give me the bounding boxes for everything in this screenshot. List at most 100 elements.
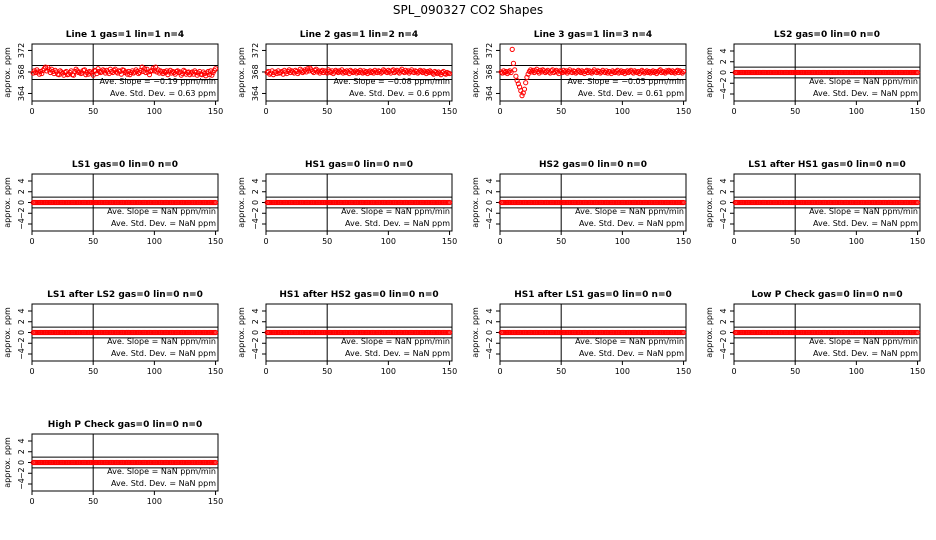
slope-unit: ppm/min [414,337,450,346]
slope-annotation: Ave. Slope = NaN ppm/min [107,337,216,346]
std-dev-value: NaN [413,219,430,228]
slope-unit: ppm/min [648,77,684,86]
y-axis-label: approx. ppm [3,177,12,228]
x-tick-label: 0 [497,237,502,246]
panel-title: Line 2 gas=1 lin=2 n=4 [300,30,418,40]
y-tick-label: −2 [485,337,494,349]
x-tick-label: 150 [910,107,925,116]
data-point [552,68,558,75]
y-tick-label: −2 [251,337,260,349]
y-tick-label: −2 [17,467,26,479]
y-axis-label: approx. ppm [705,47,714,98]
data-point [515,81,521,87]
y-axis-label: approx. ppm [3,47,12,98]
data-point [212,66,219,72]
slope-unit: ppm/min [180,337,216,346]
x-tick-label: 150 [442,367,457,376]
x-tick-label: 100 [147,367,162,376]
x-tick-label: 0 [29,497,34,506]
y-tick-label: 0 [251,330,260,335]
data-point [186,69,192,75]
std-dev-label: Ave. Std. Dev. = [813,219,878,228]
y-tick-label: 364 [17,86,26,101]
slope-value: NaN [161,207,178,216]
x-tick-label: 150 [208,107,223,116]
slope-label: Ave. Slope = [567,77,618,86]
slope-label: Ave. Slope = [341,337,392,346]
x-tick-label: 50 [88,367,98,376]
slope-unit: ppm/min [882,207,918,216]
std-dev-annotation: Ave. Std. Dev. = NaN ppm [111,479,216,488]
y-tick-label: −2 [719,337,728,349]
std-dev-value: 0.6 [417,89,430,98]
y-tick-label: 4 [719,178,728,183]
x-tick-label: 100 [147,107,162,116]
x-tick-label: 100 [381,107,396,116]
slope-unit: ppm/min [414,77,450,86]
y-tick-label: 0 [17,330,26,335]
y-tick-label: 0 [251,200,260,205]
slope-value: NaN [395,337,412,346]
chart-panel: LS1 gas=0 lin=0 n=0 approx. ppm 0 50 100 150 −… [3,160,223,246]
slope-unit: ppm/min [180,77,216,86]
x-tick-label: 150 [676,237,691,246]
slope-annotation: Ave. Slope = NaN ppm/min [107,207,216,216]
x-tick-label: 150 [676,367,691,376]
y-tick-label: 2 [719,189,728,194]
x-tick-label: 50 [790,367,800,376]
x-tick-label: 50 [322,237,332,246]
data-point [680,199,687,206]
data-point [36,71,42,77]
slope-annotation: Ave. Slope = −0.08 ppm/min [333,77,450,86]
data-point [446,329,453,336]
chart-panel: HS2 gas=0 lin=0 n=0 approx. ppm 0 50 100 150 −… [471,160,691,246]
y-tick-label: 0 [719,200,728,205]
plot-frame [265,43,453,102]
y-axis-label: approx. ppm [471,177,480,228]
x-tick-label: 50 [790,107,800,116]
y-tick-label: 368 [485,64,494,79]
std-dev-unit: ppm [432,349,450,358]
std-dev-label: Ave. Std. Dev. = [579,219,644,228]
slope-annotation: Ave. Slope = NaN ppm/min [809,337,918,346]
x-tick-label: 150 [442,237,457,246]
x-tick-label: 50 [556,367,566,376]
y-tick-label: 0 [17,200,26,205]
x-tick-label: 0 [497,107,502,116]
panel-title: HS1 after HS2 gas=0 lin=0 n=0 [279,290,438,300]
data-point [519,93,525,99]
slope-label: Ave. Slope = [107,467,158,476]
std-dev-unit: ppm [432,89,450,98]
data-point [39,70,45,77]
data-point [140,68,146,75]
x-tick-label: 150 [910,237,925,246]
data-point [680,329,687,336]
y-axis-label: approx. ppm [705,177,714,228]
x-tick-label: 50 [88,497,98,506]
std-dev-annotation: Ave. Std. Dev. = NaN ppm [111,219,216,228]
data-point [212,329,219,336]
data-point [188,70,194,76]
x-tick-label: 150 [208,367,223,376]
chart-panel: LS1 after HS1 gas=0 lin=0 n=0 approx. ppm… [705,160,925,246]
y-tick-label: −4 [719,348,728,360]
data-point [510,60,517,66]
data-point [161,68,167,75]
x-tick-label: 0 [29,237,34,246]
y-axis-label: approx. ppm [237,47,246,98]
std-dev-unit: ppm [900,89,918,98]
data-point [212,199,219,206]
data-point [523,80,529,86]
y-tick-label: 2 [485,319,494,324]
panel-title: HS2 gas=0 lin=0 n=0 [539,160,647,170]
y-axis-label: approx. ppm [471,47,480,98]
chart-panel: LS1 after LS2 gas=0 lin=0 n=0 approx. ppm… [3,290,223,376]
data-point [108,68,115,75]
slope-annotation: Ave. Slope = NaN ppm/min [809,77,918,86]
y-tick-label: 372 [485,43,494,58]
slope-annotation: Ave. Slope = −0.19 ppm/min [99,77,216,86]
x-tick-label: 50 [322,107,332,116]
y-tick-label: 372 [17,43,26,58]
slope-unit: ppm/min [648,337,684,346]
std-dev-annotation: Ave. Std. Dev. = NaN ppm [579,219,684,228]
